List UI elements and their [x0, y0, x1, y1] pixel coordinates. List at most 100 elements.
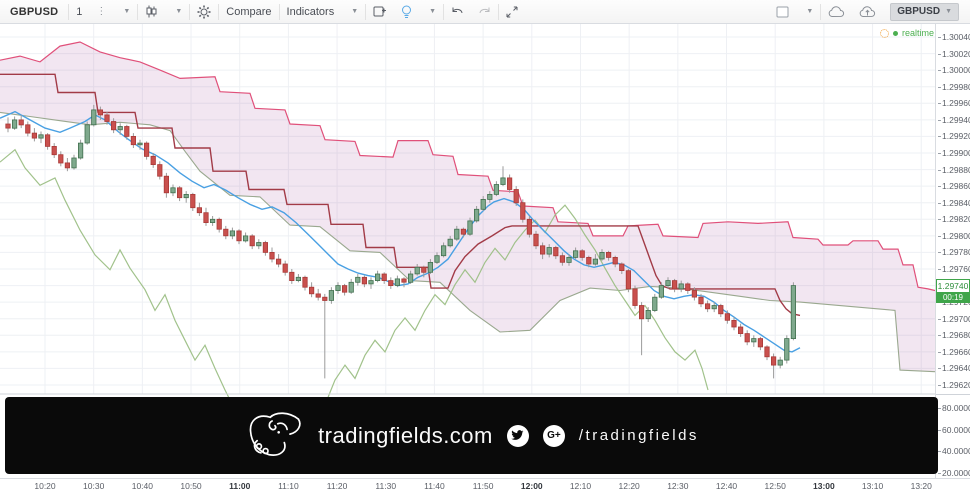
layout-dropdown-arrow[interactable]: ▼: [806, 8, 814, 15]
price-chart-canvas[interactable]: [0, 24, 935, 478]
price-axis-label: 1.29960: [938, 98, 970, 108]
chikou-line: [0, 148, 709, 446]
divider: [68, 3, 70, 20]
time-axis-label: 12:20: [618, 481, 640, 491]
undo-icon: [451, 6, 464, 17]
price-axis-label: 1.29980: [938, 82, 970, 92]
study-axis-label: 40.0000: [938, 446, 970, 456]
layout-button[interactable]: [769, 0, 796, 23]
divider: [820, 3, 822, 20]
divider: [443, 3, 445, 20]
price-axis-label: 1.29640: [938, 363, 970, 373]
ideas-dropdown-arrow[interactable]: ▼: [429, 8, 437, 15]
divider: [278, 3, 280, 20]
time-axis-label: 12:10: [569, 481, 592, 491]
bar-countdown: 00:19: [936, 291, 970, 303]
grid: [0, 24, 935, 394]
axis-pane-divider: [936, 394, 970, 395]
candles-series: [5, 104, 797, 379]
watermark-banner: tradingfields.com G+ /tradingfields: [5, 397, 938, 474]
indicators-dropdown-arrow[interactable]: ▼: [351, 8, 359, 15]
time-axis-label: 13:10: [861, 481, 884, 491]
study-axis-label: 20.0000: [938, 468, 970, 478]
price-axis-label: 1.29860: [938, 181, 970, 191]
fullscreen-button[interactable]: [499, 0, 525, 23]
indicator-templates-button[interactable]: [366, 0, 394, 23]
chart-pane[interactable]: realtime 1.29740 00:19 1.30060 1.30040 1.3…: [0, 24, 970, 478]
realtime-legend: realtime: [880, 28, 934, 38]
symbol-title[interactable]: GBPUSD: [10, 5, 59, 18]
price-axis-label: 1.29940: [938, 115, 970, 125]
chart-properties-button[interactable]: [190, 0, 218, 23]
banner-site-text: tradingfields.com: [318, 422, 493, 448]
price-axis-label: 1.29760: [938, 264, 970, 274]
googleplus-icon: G+: [542, 424, 565, 447]
save-chart-button[interactable]: [852, 0, 883, 23]
chart-style-dropdown-arrow[interactable]: ▼: [175, 8, 183, 15]
broadcast-icon: [880, 28, 889, 38]
lightbulb-icon: [401, 5, 412, 19]
gear-icon: [197, 5, 211, 19]
divider: [189, 3, 191, 20]
price-axis-label: 1.29700: [938, 314, 970, 324]
template-icon: [373, 5, 387, 18]
price-axis-label: 1.29820: [938, 214, 970, 224]
price-axis-label: 1.30000: [938, 65, 970, 75]
undo-button[interactable]: [444, 0, 471, 23]
price-axis-label: 1.29680: [938, 330, 970, 340]
compare-button[interactable]: Compare: [226, 5, 272, 18]
time-axis-label: 10:30: [83, 481, 105, 491]
candlestick-icon: [145, 5, 158, 18]
price-axis-label: 1.29920: [938, 131, 970, 141]
cloud-save-icon: [859, 5, 876, 18]
fullscreen-icon: [506, 6, 518, 18]
interval-value[interactable]: 1: [76, 5, 83, 18]
bull-logo: [244, 409, 304, 463]
chart-style-button[interactable]: [138, 0, 165, 23]
realtime-status-dot: [893, 30, 898, 36]
realtime-label: realtime: [902, 28, 935, 38]
time-axis-label: 12:30: [667, 481, 689, 491]
time-axis-label: 13:00: [813, 481, 835, 491]
price-axis-label: 1.30040: [938, 32, 970, 42]
study-axis-label: 80.0000: [938, 403, 970, 413]
cloud-load-icon: [828, 5, 845, 18]
time-axis-label: 12:40: [715, 481, 738, 491]
top-toolbar: GBPUSD 1 ⋮ ▼ ▼ Compare Indicators ▼: [0, 0, 970, 24]
time-axis-label: 11:20: [326, 481, 348, 491]
study-axis-label: 60.0000: [938, 425, 970, 435]
redo-button[interactable]: [471, 0, 498, 23]
divider: [218, 3, 220, 20]
time-axis-label: 11:00: [229, 481, 251, 491]
price-axis-label: 1.29840: [938, 198, 970, 208]
time-axis-label: 11:10: [278, 481, 299, 491]
load-chart-button[interactable]: [821, 0, 852, 23]
redo-icon: [478, 6, 491, 17]
price-axis-label: 1.29880: [938, 165, 970, 175]
ideas-button[interactable]: [394, 0, 419, 23]
price-axis[interactable]: 1.29740 00:19 1.30060 1.30040 1.30020 1.300…: [935, 24, 970, 478]
banner-social-handle: /tradingfields: [578, 427, 699, 444]
price-axis-label: 1.30020: [938, 49, 970, 59]
price-axis-label: 1.29900: [938, 148, 970, 158]
time-axis-label: 12:00: [520, 481, 543, 491]
time-axis-label: 10:20: [34, 481, 56, 491]
time-axis[interactable]: 10:20 10:30 10:40 10:50 11:00 11:10 11:20 11:30…: [0, 478, 970, 492]
interval-dropdown-arrow[interactable]: ▼: [123, 8, 131, 15]
price-axis-label: 1.29620: [938, 380, 970, 390]
symbol-switcher-button[interactable]: GBPUSD ▼: [883, 0, 966, 23]
divider: [365, 3, 367, 20]
indicators-button[interactable]: Indicators: [286, 5, 335, 18]
price-axis-label: 1.29660: [938, 347, 970, 357]
divider: [498, 3, 500, 20]
divider: [137, 3, 139, 20]
interval-menu-icon[interactable]: ⋮: [96, 5, 107, 17]
time-axis-label: 12:50: [764, 481, 786, 491]
time-axis-label: 11:50: [472, 481, 494, 491]
time-axis-label: 10:40: [131, 481, 153, 491]
time-axis-label: 11:40: [424, 481, 445, 491]
layout-grid-icon: [776, 6, 789, 18]
time-axis-label: 11:30: [375, 481, 397, 491]
last-price-tag: 1.29740: [936, 278, 970, 293]
time-axis-label: 13:20: [910, 481, 932, 491]
